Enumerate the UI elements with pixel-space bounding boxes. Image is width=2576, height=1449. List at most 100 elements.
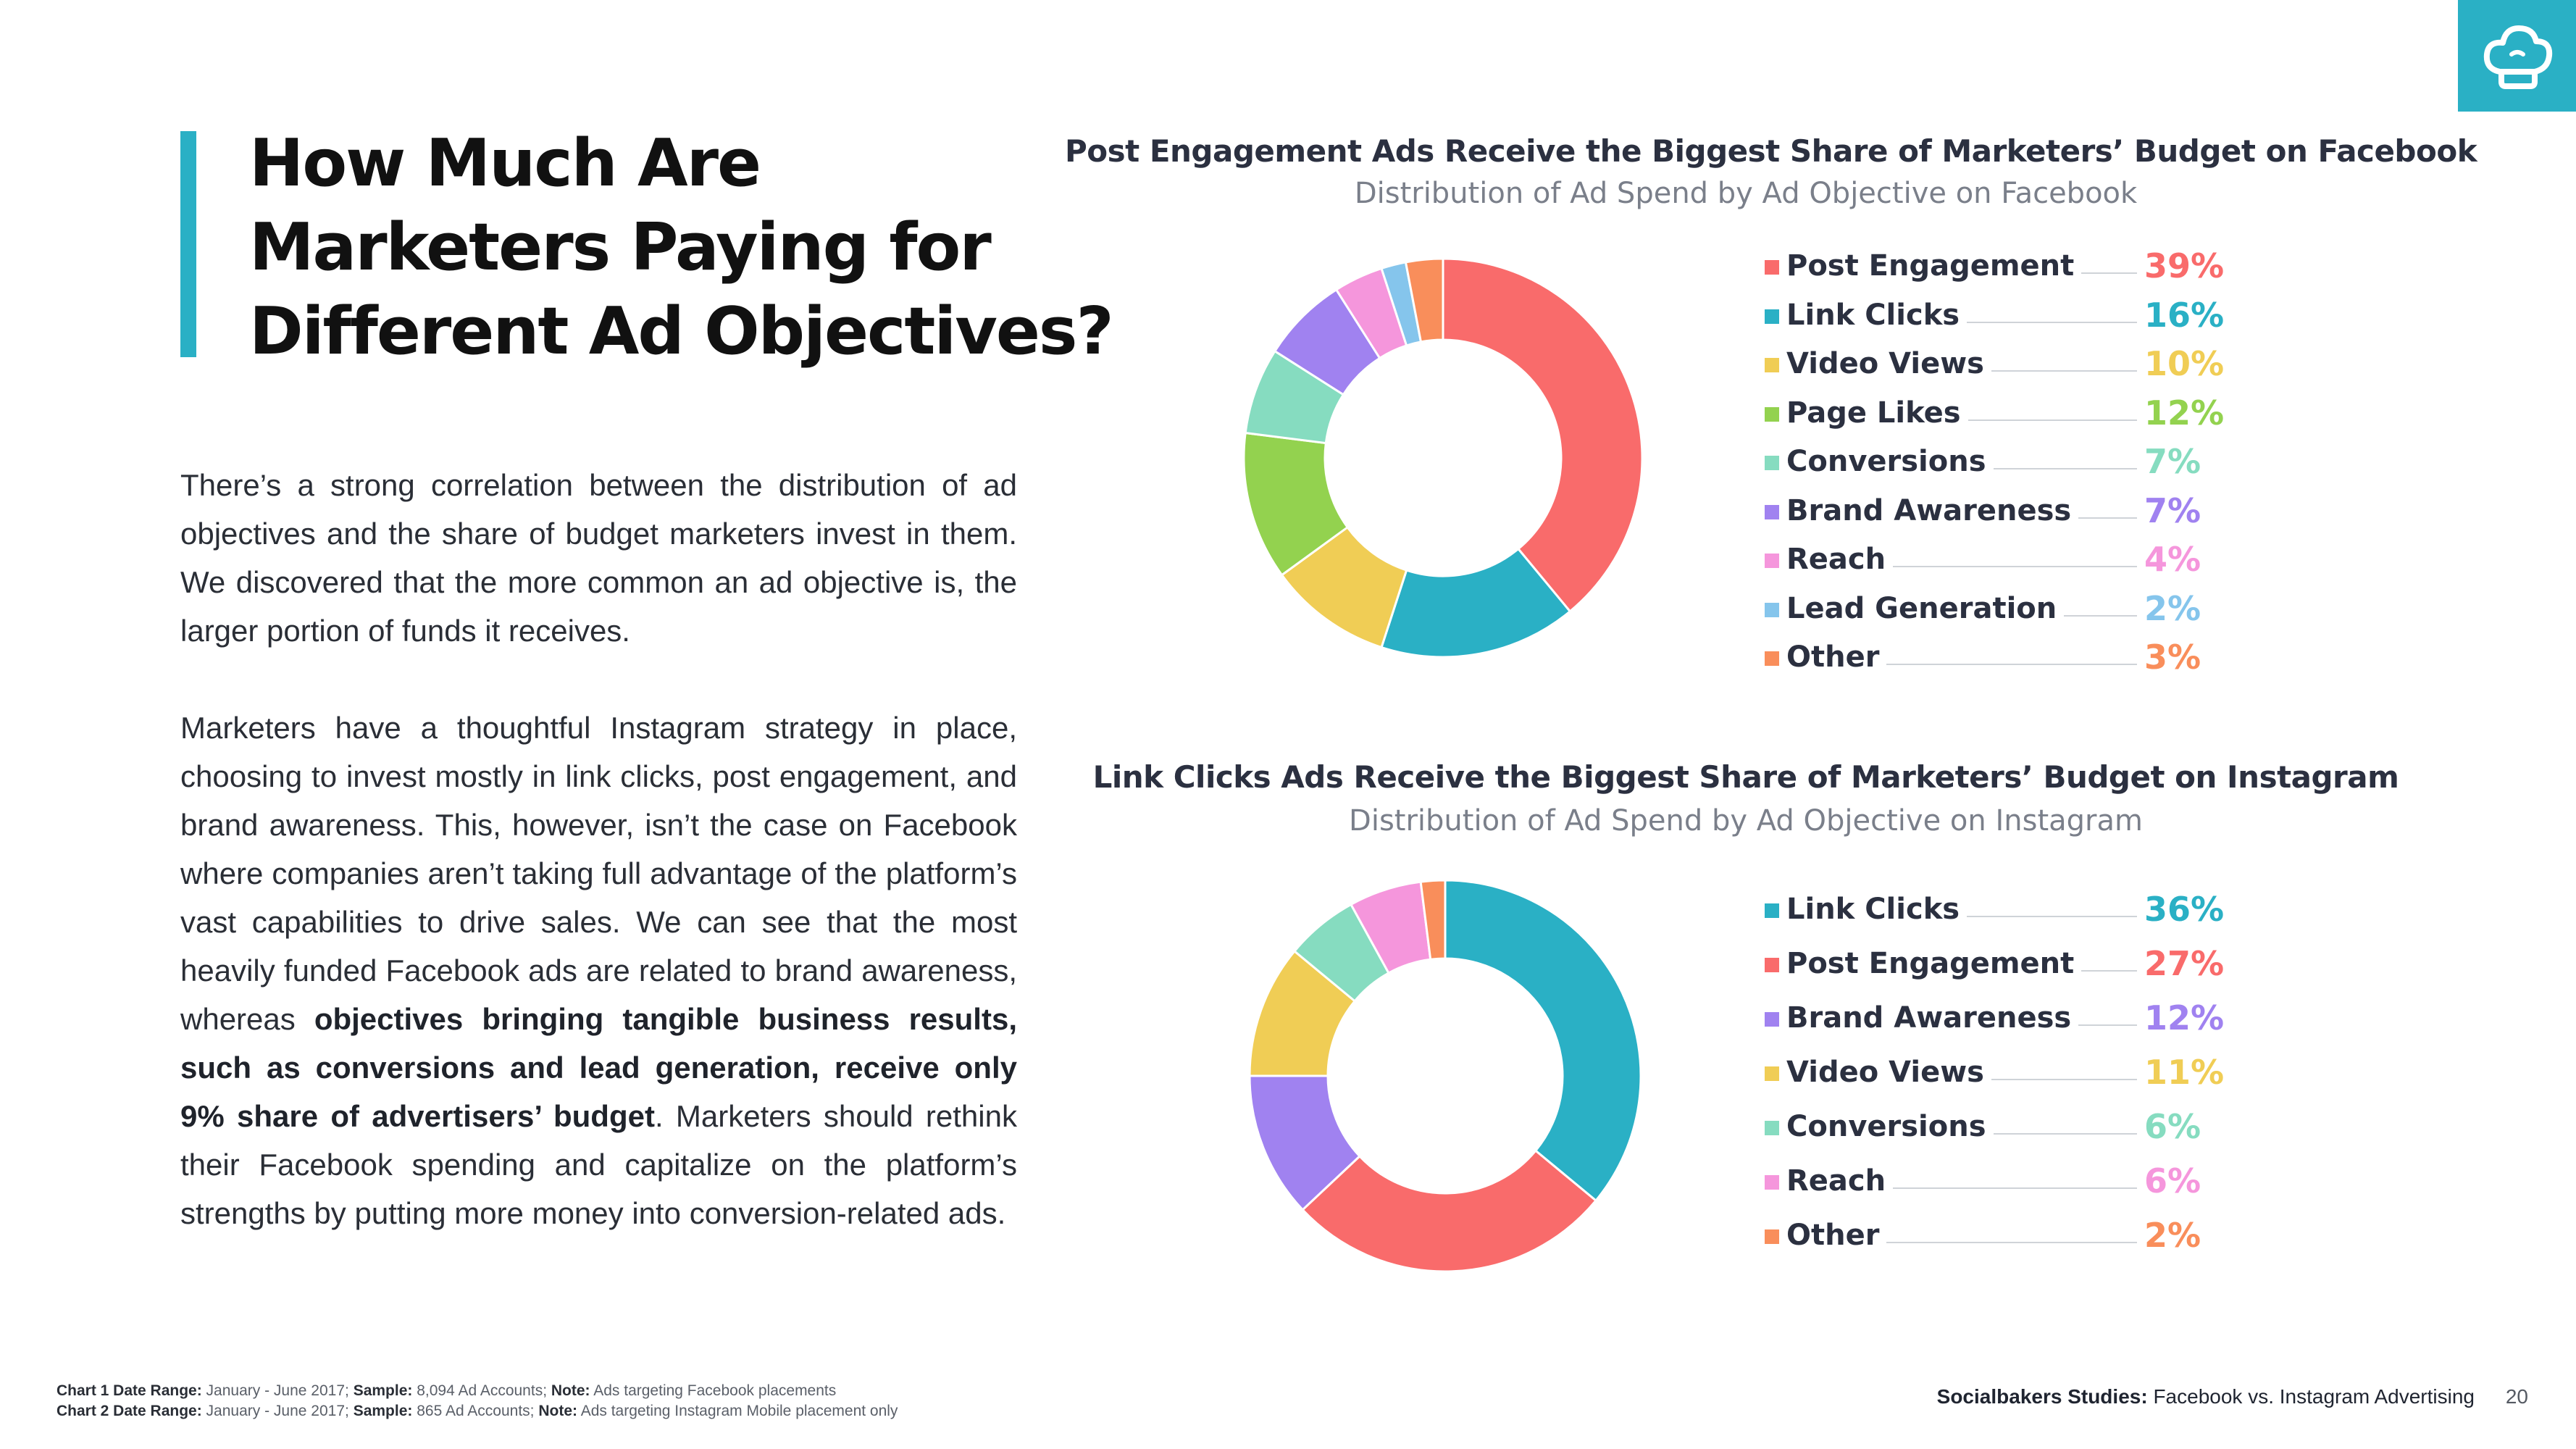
legend-swatch <box>1765 1066 1779 1081</box>
legend-value: 7% <box>2144 442 2201 481</box>
note2-note: Ads targeting Instagram Mobile placement… <box>577 1403 898 1419</box>
chart2-title: Link Clicks Ads Receive the Biggest Shar… <box>1092 759 2399 795</box>
legend-leader-line <box>1786 566 2137 567</box>
page-title: How Much Are Marketers Paying for Differ… <box>249 122 1114 374</box>
page-title-line-3: Different Ad Objectives? <box>249 293 1114 369</box>
legend-label: Other <box>1786 640 1887 674</box>
chart2-donut <box>1248 879 1642 1273</box>
note2-label-note: Note: <box>538 1403 578 1419</box>
legend-value: 10% <box>2144 344 2225 383</box>
legend-item-video-views: Video Views 10% <box>1760 341 2224 385</box>
legend-swatch <box>1765 358 1779 372</box>
note1-label-sample: Sample: <box>353 1382 413 1399</box>
note2-sample: 865 Ad Accounts; <box>412 1403 539 1419</box>
legend-item-conversions: Conversions 6% <box>1760 1104 2224 1148</box>
legend-value: 11% <box>2144 1053 2225 1092</box>
legend-value: 39% <box>2144 246 2225 285</box>
legend-item-link-clicks: Link Clicks 36% <box>1760 887 2224 930</box>
note1-label-note: Note: <box>551 1382 590 1399</box>
donut-slice-link-clicks <box>1380 547 1572 659</box>
legend-leader-line <box>1786 1242 2137 1243</box>
page-number: 20 <box>2505 1385 2528 1408</box>
page-title-line-1: How Much Are <box>249 125 761 201</box>
note1-range: January - June 2017; <box>201 1382 354 1399</box>
donut-slice-other <box>1404 257 1444 343</box>
legend-swatch <box>1765 309 1779 324</box>
legend-label: Post Engagement <box>1786 249 2082 283</box>
legend-label: Video Views <box>1786 1056 1991 1089</box>
legend-value: 6% <box>2144 1161 2201 1200</box>
legend-label: Other <box>1786 1219 1887 1252</box>
legend-swatch <box>1765 504 1779 519</box>
logo-box <box>2458 0 2576 112</box>
analysis-paragraph: Marketers have a thoughtful Instagram st… <box>180 703 1017 1237</box>
legend-label: Brand Awareness <box>1786 1001 2079 1035</box>
title-accent-bar <box>180 131 196 357</box>
legend-item-post-engagement: Post Engagement 27% <box>1760 941 2224 985</box>
legend-item-other: Other 3% <box>1760 635 2224 678</box>
chart2-subtitle: Distribution of Ad Spend by Ad Objective… <box>1349 804 2143 838</box>
legend-item-conversions: Conversions 7% <box>1760 439 2224 483</box>
legend-value: 3% <box>2144 638 2201 677</box>
legend-item-reach: Reach 4% <box>1760 537 2224 580</box>
donut-slice-link-clicks <box>1444 879 1642 1203</box>
intro-paragraph: There’s a strong correlation between the… <box>180 468 1017 648</box>
note2-label-range: Chart 2 Date Range: <box>57 1403 202 1419</box>
legend-label: Brand Awareness <box>1786 493 2079 527</box>
legend-swatch <box>1765 554 1779 568</box>
legend-swatch <box>1765 406 1779 422</box>
footer-brand: Socialbakers Studies: Facebook vs. Insta… <box>1937 1385 2475 1408</box>
legend-leader-line <box>1786 1187 2137 1189</box>
chart1-title: Post Engagement Ads Receive the Biggest … <box>1065 133 2477 169</box>
legend-value: 7% <box>2144 490 2201 530</box>
legend-label: Video Views <box>1786 347 1991 380</box>
legend-value: 36% <box>2144 890 2225 929</box>
legend-label: Reach <box>1786 1164 1894 1198</box>
footer-note-chart2: Chart 2 Date Range: January - June 2017;… <box>57 1401 898 1421</box>
legend-item-other: Other 2% <box>1760 1213 2224 1256</box>
footer-notes: Chart 1 Date Range: January - June 2017;… <box>57 1381 898 1421</box>
note1-note: Ads targeting Facebook placements <box>590 1382 837 1399</box>
legend-item-video-views: Video Views 11% <box>1760 1050 2224 1093</box>
legend-item-link-clicks: Link Clicks 16% <box>1760 293 2224 336</box>
legend-value: 16% <box>2144 295 2225 335</box>
legend-item-page-likes: Page Likes 12% <box>1760 391 2224 434</box>
chart1-subtitle: Distribution of Ad Spend by Ad Objective… <box>1354 177 2138 210</box>
analysis-text-bold: objectives bringing tangible business re… <box>180 1002 1017 1133</box>
legend-item-reach: Reach 6% <box>1760 1158 2224 1202</box>
legend-label: Conversions <box>1786 1110 1994 1143</box>
analysis-text-start: Marketers have a thoughtful Instagram st… <box>180 711 1017 1036</box>
legend-item-brand-awareness: Brand Awareness 12% <box>1760 995 2224 1039</box>
legend-swatch <box>1765 651 1779 666</box>
donut-slice-post-engagement <box>1442 257 1644 614</box>
footer-note-chart1: Chart 1 Date Range: January - June 2017;… <box>57 1381 898 1401</box>
legend-value: 2% <box>2144 1216 2201 1255</box>
legend-value: 12% <box>2144 393 2225 433</box>
legend-swatch <box>1765 1229 1779 1244</box>
legend-swatch <box>1765 1121 1779 1135</box>
legend-swatch <box>1765 456 1779 470</box>
legend-item-brand-awareness: Brand Awareness 7% <box>1760 488 2224 532</box>
legend-value: 4% <box>2144 540 2201 579</box>
page-title-line-2: Marketers Paying for <box>249 209 992 285</box>
legend-value: 27% <box>2144 944 2225 983</box>
chart1-donut <box>1242 257 1644 659</box>
legend-label: Conversions <box>1786 445 1994 478</box>
legend-swatch <box>1765 958 1779 972</box>
legend-label: Post Engagement <box>1786 947 2082 980</box>
legend-swatch <box>1765 1175 1779 1190</box>
legend-label: Lead Generation <box>1786 591 2065 625</box>
legend-item-post-engagement: Post Engagement 39% <box>1760 243 2224 287</box>
note2-range: January - June 2017; <box>201 1403 354 1419</box>
legend-label: Reach <box>1786 543 1894 576</box>
note1-label-range: Chart 1 Date Range: <box>57 1382 202 1399</box>
legend-value: 6% <box>2144 1107 2201 1146</box>
legend-swatch <box>1765 260 1779 275</box>
legend-label: Link Clicks <box>1786 893 1967 926</box>
note2-label-sample: Sample: <box>353 1403 413 1419</box>
legend-swatch <box>1765 903 1779 918</box>
legend-leader-line <box>1786 664 2137 665</box>
footer-brand-text: Facebook vs. Instagram Advertising <box>2147 1385 2475 1408</box>
legend-item-lead-generation: Lead Generation 2% <box>1760 586 2224 630</box>
footer-brand-bold: Socialbakers Studies: <box>1936 1385 2148 1408</box>
